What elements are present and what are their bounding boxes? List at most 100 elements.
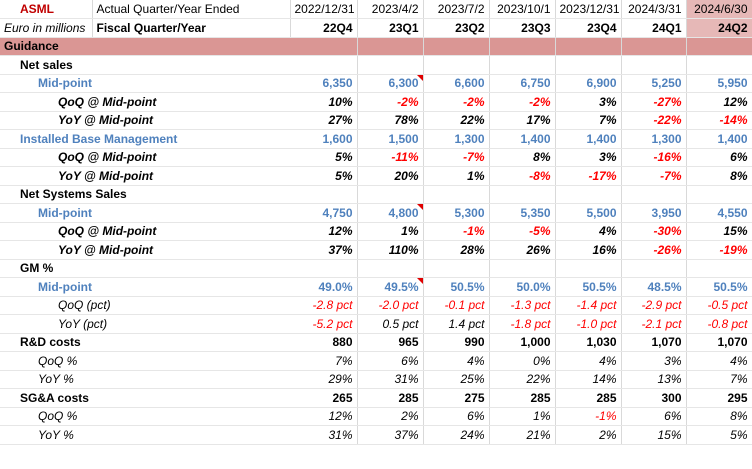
date-header-cell[interactable]: 2023/10/1 — [489, 0, 556, 19]
value-cell[interactable]: 6,750 — [489, 74, 556, 93]
value-cell[interactable]: 6% — [357, 351, 424, 371]
value-cell[interactable]: -1% — [423, 222, 490, 241]
value-cell[interactable]: 12% — [290, 222, 358, 241]
value-cell[interactable]: 1% — [357, 222, 424, 241]
date-header-cell[interactable]: 2023/7/2 — [423, 0, 490, 19]
value-cell[interactable]: 10% — [290, 92, 358, 112]
value-cell[interactable]: -2.9 pct — [621, 296, 687, 315]
row-label-cell[interactable]: QoQ % — [0, 351, 290, 371]
value-cell[interactable]: 1,500 — [357, 129, 424, 149]
value-cell[interactable]: 15% — [686, 222, 752, 241]
row1-label-cell[interactable]: Actual Quarter/Year Ended — [92, 0, 291, 19]
value-cell[interactable]: 5,950 — [686, 74, 752, 93]
value-cell[interactable]: 29% — [290, 370, 358, 389]
value-cell[interactable]: -7% — [423, 148, 490, 167]
value-cell[interactable]: 22% — [423, 111, 490, 130]
row-label-cell[interactable]: Installed Base Management — [0, 129, 290, 149]
section-empty-cell[interactable] — [621, 37, 687, 56]
value-cell[interactable]: -1% — [555, 407, 622, 426]
row-label-cell[interactable]: GM % — [0, 259, 290, 278]
value-cell[interactable]: -2% — [423, 92, 490, 112]
value-cell[interactable]: 990 — [423, 333, 490, 352]
value-cell[interactable] — [290, 55, 358, 75]
value-cell[interactable]: 1,400 — [555, 129, 622, 149]
value-cell[interactable] — [555, 185, 622, 204]
value-cell[interactable]: 50.5% — [686, 277, 752, 297]
value-cell[interactable]: 5% — [290, 166, 358, 186]
value-cell[interactable]: 1.4 pct — [423, 314, 490, 334]
value-cell[interactable] — [621, 259, 687, 278]
section-empty-cell[interactable] — [686, 37, 752, 56]
value-cell[interactable] — [489, 185, 556, 204]
value-cell[interactable]: -19% — [686, 240, 752, 260]
value-cell[interactable]: 1,030 — [555, 333, 622, 352]
value-cell[interactable] — [423, 259, 490, 278]
row-label-cell[interactable]: Mid-point — [0, 74, 290, 93]
value-cell[interactable] — [686, 185, 752, 204]
value-cell[interactable]: 1,400 — [686, 129, 752, 149]
value-cell[interactable]: -0.1 pct — [423, 296, 490, 315]
value-cell[interactable]: 78% — [357, 111, 424, 130]
value-cell[interactable]: 6% — [621, 407, 687, 426]
value-cell[interactable]: 1,600 — [290, 129, 358, 149]
value-cell[interactable]: 5,500 — [555, 203, 622, 223]
value-cell[interactable]: 3% — [555, 148, 622, 167]
value-cell[interactable] — [423, 185, 490, 204]
date-header-cell[interactable]: 2023/4/2 — [357, 0, 424, 19]
row2-label2-cell[interactable]: Fiscal Quarter/Year — [92, 18, 291, 38]
value-cell[interactable]: -0.8 pct — [686, 314, 752, 334]
section-empty-cell[interactable] — [489, 37, 556, 56]
value-cell[interactable]: 17% — [489, 111, 556, 130]
value-cell[interactable] — [686, 55, 752, 75]
value-cell[interactable]: -0.5 pct — [686, 296, 752, 315]
value-cell[interactable]: -26% — [621, 240, 687, 260]
value-cell[interactable]: 6,350 — [290, 74, 358, 93]
value-cell[interactable] — [555, 55, 622, 75]
value-cell[interactable]: 5% — [290, 148, 358, 167]
value-cell[interactable]: 4% — [423, 351, 490, 371]
row-label-cell[interactable]: QoQ % — [0, 407, 290, 426]
value-cell[interactable]: 4% — [686, 351, 752, 371]
value-cell[interactable]: -1.0 pct — [555, 314, 622, 334]
value-cell[interactable]: 5% — [686, 425, 752, 445]
value-cell[interactable]: 3% — [555, 92, 622, 112]
value-cell[interactable]: 1,300 — [621, 129, 687, 149]
value-cell[interactable] — [489, 55, 556, 75]
value-cell[interactable]: 20% — [357, 166, 424, 186]
value-cell[interactable]: 8% — [489, 148, 556, 167]
value-cell[interactable]: -8% — [489, 166, 556, 186]
value-cell[interactable]: 2% — [555, 425, 622, 445]
value-cell[interactable]: 265 — [290, 388, 358, 408]
value-cell[interactable]: 31% — [290, 425, 358, 445]
value-cell[interactable]: 2% — [357, 407, 424, 426]
section-empty-cell[interactable] — [290, 37, 358, 56]
value-cell[interactable]: 50.5% — [423, 277, 490, 297]
value-cell[interactable]: 37% — [357, 425, 424, 445]
value-cell[interactable] — [423, 55, 490, 75]
value-cell[interactable]: 1,070 — [686, 333, 752, 352]
value-cell[interactable]: 1,400 — [489, 129, 556, 149]
value-cell[interactable]: 15% — [621, 425, 687, 445]
value-cell[interactable]: 285 — [489, 388, 556, 408]
value-cell[interactable] — [357, 55, 424, 75]
value-cell[interactable]: 37% — [290, 240, 358, 260]
value-cell[interactable]: 4% — [555, 222, 622, 241]
value-cell[interactable]: 22% — [489, 370, 556, 389]
value-cell[interactable]: 12% — [686, 92, 752, 112]
value-cell[interactable]: -2.1 pct — [621, 314, 687, 334]
value-cell[interactable]: -1.8 pct — [489, 314, 556, 334]
value-cell[interactable]: -2.0 pct — [357, 296, 424, 315]
value-cell[interactable]: -14% — [686, 111, 752, 130]
value-cell[interactable] — [290, 185, 358, 204]
value-cell[interactable]: 4,750 — [290, 203, 358, 223]
quarter-header-cell[interactable]: 23Q3 — [489, 18, 556, 38]
value-cell[interactable]: 5,350 — [489, 203, 556, 223]
value-cell[interactable]: 300 — [621, 388, 687, 408]
section-empty-cell[interactable] — [555, 37, 622, 56]
value-cell[interactable]: 6,600 — [423, 74, 490, 93]
row-label-cell[interactable]: YoY % — [0, 425, 290, 445]
value-cell[interactable]: 7% — [686, 370, 752, 389]
row-label-cell[interactable]: SG&A costs — [0, 388, 290, 408]
value-cell[interactable]: 285 — [555, 388, 622, 408]
quarter-header-cell[interactable]: 23Q1 — [357, 18, 424, 38]
